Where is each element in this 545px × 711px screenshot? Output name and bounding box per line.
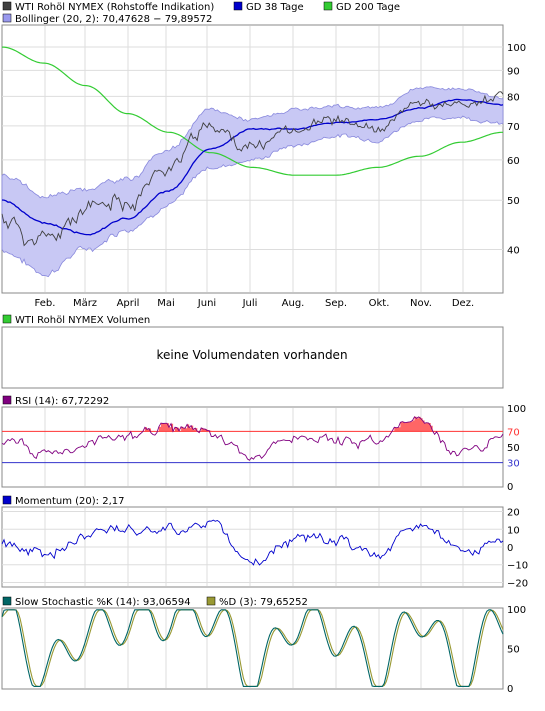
- main-legend: WTI Rohöl NYMEX (Rohstoffe Indikation) G…: [2, 1, 400, 25]
- stoch-k-legend-swatch: [2, 596, 12, 606]
- rsi-30-label: 30: [507, 459, 520, 470]
- sma38-legend-label: GD 38 Tage: [246, 2, 304, 13]
- month-label: Feb.: [35, 298, 56, 309]
- momentum-y-axis: −20 −10 0 10 20: [507, 508, 528, 590]
- sma38-line: [1, 98, 504, 236]
- stochastic-panel-frame: [1, 607, 504, 690]
- momentum-line: [1, 519, 504, 566]
- momentum-tick-label: −10: [507, 561, 528, 572]
- stoch-k-line: [1, 609, 504, 687]
- rsi-legend-swatch: [2, 395, 12, 405]
- month-label: Mai: [157, 298, 175, 309]
- momentum-legend-swatch: [2, 495, 12, 505]
- sma200-legend-label: GD 200 Tage: [336, 2, 400, 13]
- volume-legend-label: WTI Rohöl NYMEX Volumen: [15, 315, 150, 326]
- rsi-panel-frame: [1, 406, 504, 488]
- stochastic-panel: Slow Stochastic %K (14): 93,06594 %D (3)…: [1, 596, 526, 695]
- month-label: März: [73, 298, 97, 309]
- rsi-tick-label: 100: [507, 404, 526, 415]
- momentum-tick-label: −20: [507, 578, 528, 589]
- rsi-70-label: 70: [507, 427, 520, 438]
- stochastic-tick-label: 0: [507, 684, 513, 695]
- bollinger-band: [1, 86, 504, 278]
- sma200-legend-swatch: [323, 1, 333, 11]
- rsi-legend-label: RSI (14): 67,72292: [15, 396, 109, 407]
- rsi-tick-label: 50: [507, 443, 520, 454]
- price-tick-label: 60: [507, 156, 520, 167]
- price-tick-label: 50: [507, 196, 520, 207]
- stoch-d-legend-label: %D (3): 79,65252: [219, 597, 308, 608]
- rsi-line: [1, 416, 504, 461]
- price-tick-label: 40: [507, 245, 520, 256]
- month-axis: Feb. März April Mai Juni Juli Aug. Sep. Okt. Nov.…: [35, 298, 475, 309]
- momentum-tick-label: 10: [507, 525, 520, 536]
- price-legend-swatch: [2, 1, 12, 11]
- volume-legend-swatch: [2, 314, 12, 324]
- price-line: [1, 91, 504, 247]
- rsi-overbought-fill: [144, 416, 435, 432]
- month-label: Aug.: [282, 298, 305, 309]
- bollinger-legend-label: Bollinger (20, 2): 70,47628 − 79,89572: [15, 14, 212, 25]
- stoch-d-legend-swatch: [206, 596, 216, 606]
- stochastic-grid: [44, 609, 464, 688]
- price-tick-label: 90: [507, 66, 520, 77]
- rsi-panel: RSI (14): 67,72292 0 50 100 70 30: [1, 395, 526, 493]
- volume-panel: WTI Rohöl NYMEX Volumen keine Volumendat…: [1, 314, 504, 389]
- bollinger-legend-swatch: [2, 13, 12, 23]
- stochastic-y-axis: 0 50 100: [507, 605, 526, 695]
- momentum-tick-label: 0: [507, 543, 513, 554]
- price-legend-label: WTI Rohöl NYMEX (Rohstoffe Indikation): [15, 2, 214, 13]
- rsi-tick-label: 0: [507, 482, 513, 493]
- price-tick-label: 70: [507, 122, 520, 133]
- momentum-panel: Momentum (20): 2,17 −20 −10 0 10 20: [1, 495, 528, 590]
- stoch-k-legend-label: Slow Stochastic %K (14): 93,06594: [15, 597, 191, 608]
- volume-panel-frame: [1, 326, 504, 389]
- month-label: Juli: [242, 298, 258, 309]
- price-y-axis: 40 50 60 70 80 90 100: [507, 43, 526, 256]
- price-tick-label: 100: [507, 43, 526, 54]
- month-label: Nov.: [410, 298, 432, 309]
- sma200-line: [2, 46, 503, 176]
- month-label: April: [117, 298, 140, 309]
- rsi-y-axis: 0 50 100 70 30: [507, 404, 526, 493]
- month-label: Dez.: [452, 298, 474, 309]
- stochastic-tick-label: 100: [507, 605, 526, 616]
- momentum-grid: [2, 508, 503, 586]
- momentum-legend-label: Momentum (20): 2,17: [15, 496, 125, 507]
- month-label: Okt.: [369, 298, 390, 309]
- stochastic-tick-label: 50: [507, 645, 520, 656]
- volume-message: keine Volumendaten vorhanden: [156, 348, 347, 362]
- rsi-grid: [44, 408, 464, 486]
- sma38-legend-swatch: [233, 1, 243, 11]
- month-label: Juni: [197, 298, 216, 309]
- price-tick-label: 80: [507, 92, 520, 103]
- month-label: Sep.: [325, 298, 347, 309]
- price-panel: 40 50 60 70 80 90 100 Feb. März April Mai Juni Juli…: [1, 24, 526, 309]
- momentum-tick-label: 20: [507, 508, 520, 519]
